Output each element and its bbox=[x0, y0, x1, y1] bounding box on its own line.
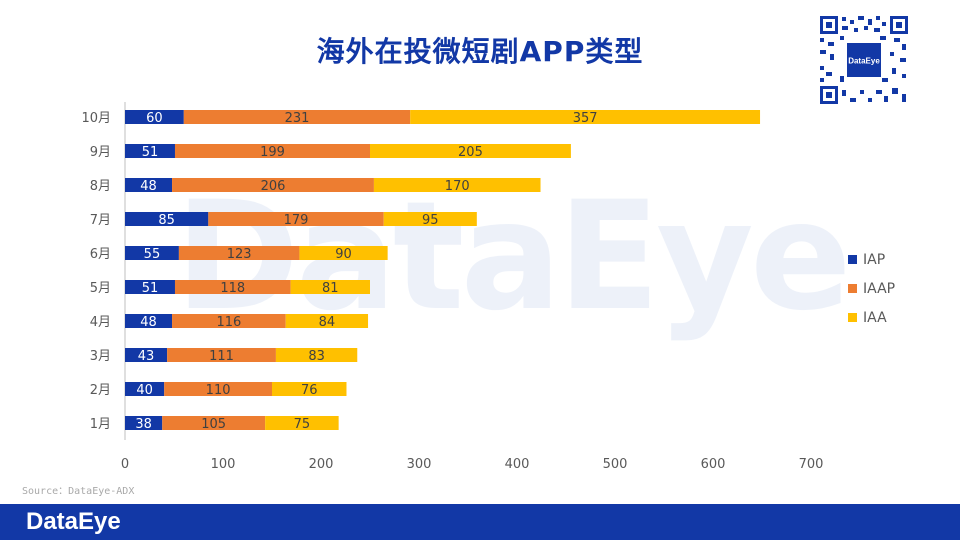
legend-swatch-iaa bbox=[848, 313, 857, 322]
data-label-iaa: 357 bbox=[573, 111, 598, 126]
data-label-iap: 48 bbox=[140, 179, 157, 194]
data-label-iap: 60 bbox=[146, 111, 163, 126]
bar-iaap bbox=[172, 178, 374, 192]
footer-logo: DataEye bbox=[26, 508, 121, 535]
bar-iaap bbox=[167, 348, 276, 362]
bar-iaap bbox=[174, 280, 291, 294]
bar-iaa bbox=[285, 314, 369, 328]
bar-iaap bbox=[164, 382, 272, 396]
data-label-iaap: 206 bbox=[261, 179, 286, 194]
bar-iap bbox=[125, 348, 168, 362]
bar-iaa bbox=[265, 416, 339, 430]
bar-iaa bbox=[290, 280, 370, 294]
legend-label-iap: IAP bbox=[863, 251, 886, 268]
bar-iap bbox=[125, 110, 184, 124]
chart-title: 海外在投微短剧APP类型 bbox=[316, 35, 644, 68]
data-label-iap: 55 bbox=[144, 247, 161, 262]
x-tick-label: 200 bbox=[309, 457, 334, 472]
bar-iap bbox=[125, 144, 175, 158]
legend-item-iap: IAP bbox=[848, 245, 895, 274]
bar-iap bbox=[125, 212, 209, 226]
data-label-iaap: 118 bbox=[220, 281, 245, 296]
y-tick-label: 4月 bbox=[90, 315, 111, 330]
bar-iap bbox=[125, 382, 165, 396]
data-label-iaa: 95 bbox=[422, 213, 439, 228]
bar-iaa bbox=[383, 212, 477, 226]
data-label-iaa: 83 bbox=[308, 349, 325, 364]
y-tick-label: 10月 bbox=[81, 111, 111, 126]
bar-iap bbox=[125, 314, 173, 328]
footer-bar: DataEye bbox=[0, 504, 960, 540]
data-label-iap: 48 bbox=[140, 315, 157, 330]
y-tick-label: 5月 bbox=[90, 281, 111, 296]
bar-iaap bbox=[172, 314, 286, 328]
bar-iaa bbox=[272, 382, 347, 396]
qr-logo-text: DataEye bbox=[848, 57, 880, 66]
data-label-iaa: 205 bbox=[458, 145, 483, 160]
qr-code-icon: DataEye bbox=[818, 14, 910, 106]
data-label-iap: 40 bbox=[136, 383, 153, 398]
y-tick-label: 1月 bbox=[90, 417, 111, 432]
legend-item-iaa: IAA bbox=[848, 303, 895, 332]
data-label-iaap: 110 bbox=[206, 383, 231, 398]
source-note: Source：DataEye-ADX bbox=[22, 486, 135, 497]
data-label-iaa: 81 bbox=[322, 281, 339, 296]
bar-iaa bbox=[299, 246, 388, 260]
data-label-iaap: 231 bbox=[285, 111, 310, 126]
data-label-iap: 38 bbox=[135, 417, 152, 432]
data-label-iaa: 170 bbox=[445, 179, 470, 194]
bar-iaa bbox=[410, 110, 761, 124]
bar-iap bbox=[125, 178, 173, 192]
bar-iaap bbox=[174, 144, 370, 158]
x-tick-label: 500 bbox=[603, 457, 628, 472]
x-tick-label: 0 bbox=[121, 457, 129, 472]
data-label-iaap: 123 bbox=[227, 247, 252, 262]
data-label-iaa: 75 bbox=[294, 417, 311, 432]
legend-swatch-iap bbox=[848, 255, 857, 264]
legend-label-iaa: IAA bbox=[863, 309, 887, 326]
x-tick-label: 100 bbox=[211, 457, 236, 472]
y-tick-label: 2月 bbox=[90, 383, 111, 398]
data-label-iaa: 76 bbox=[301, 383, 318, 398]
legend-label-iaap: IAAP bbox=[863, 280, 896, 297]
legend: IAP IAAP IAA bbox=[848, 245, 895, 332]
x-tick-label: 400 bbox=[505, 457, 530, 472]
y-tick-label: 3月 bbox=[90, 349, 111, 364]
data-label-iap: 85 bbox=[158, 213, 175, 228]
data-label-iap: 43 bbox=[138, 349, 155, 364]
bar-iaap bbox=[162, 416, 266, 430]
bar-iaap bbox=[183, 110, 411, 124]
legend-item-iaap: IAAP bbox=[848, 274, 895, 303]
data-label-iaap: 116 bbox=[216, 315, 241, 330]
y-tick-label: 8月 bbox=[90, 179, 111, 194]
data-label-iaap: 199 bbox=[260, 145, 285, 160]
data-label-iap: 51 bbox=[142, 281, 159, 296]
y-tick-label: 7月 bbox=[90, 213, 111, 228]
data-label-iaa: 90 bbox=[335, 247, 352, 262]
data-label-iaap: 111 bbox=[209, 349, 234, 364]
bar-iaap bbox=[178, 246, 300, 260]
y-tick-label: 6月 bbox=[90, 247, 111, 262]
bar-iaa bbox=[370, 144, 571, 158]
x-tick-label: 700 bbox=[799, 457, 824, 472]
y-tick-label: 9月 bbox=[90, 145, 111, 160]
data-label-iaap: 105 bbox=[201, 417, 226, 432]
data-label-iaap: 179 bbox=[284, 213, 309, 228]
bar-iaap bbox=[208, 212, 384, 226]
x-tick-label: 300 bbox=[407, 457, 432, 472]
legend-swatch-iaap bbox=[848, 284, 857, 293]
bar-iap bbox=[125, 416, 163, 430]
bar-iaa bbox=[275, 348, 358, 362]
bar-iap bbox=[125, 280, 175, 294]
x-tick-label: 600 bbox=[701, 457, 726, 472]
data-label-iaa: 84 bbox=[319, 315, 336, 330]
bar-iap bbox=[125, 246, 179, 260]
bar-iaa bbox=[373, 178, 541, 192]
data-label-iap: 51 bbox=[142, 145, 159, 160]
